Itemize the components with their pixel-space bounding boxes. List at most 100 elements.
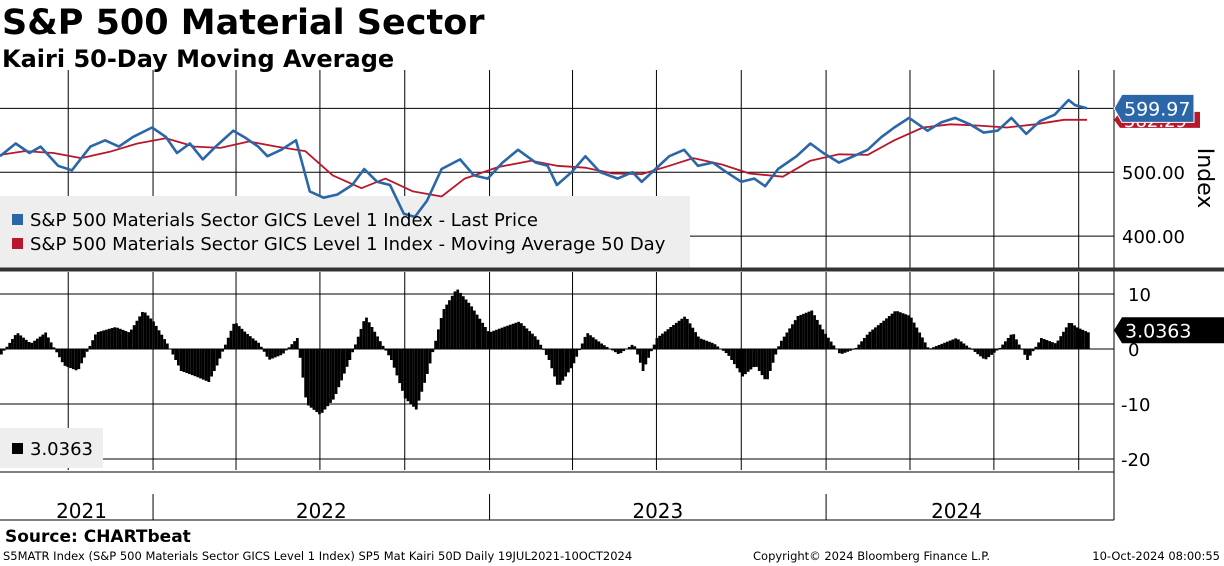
kairi-bar [907, 315, 910, 349]
kairi-bar [215, 349, 219, 366]
kairi-bar [827, 337, 830, 349]
kairi-bar [813, 315, 816, 349]
x-year-label: 2022 [296, 499, 347, 523]
kairi-bar [152, 321, 155, 349]
kairi-bar [810, 310, 814, 349]
footer-timestamp: 10-Oct-2024 08:00:55 [1092, 549, 1220, 563]
kairi-bar [425, 349, 429, 374]
kairi-bar [226, 337, 230, 349]
kairi-bar [340, 349, 343, 381]
kairi-bar [575, 349, 579, 357]
kairi-bar [887, 316, 891, 349]
kairi-bar [685, 318, 689, 349]
kairi-bar [193, 349, 197, 377]
kairi-bar [970, 349, 974, 350]
kairi-bar [926, 347, 930, 349]
kairi-bar [1070, 323, 1074, 349]
kairi-bar [763, 349, 767, 380]
kairi-bar [27, 342, 31, 349]
x-year-label: 2024 [931, 499, 982, 523]
kairi-bar [1020, 349, 1024, 350]
kairi-bar [262, 349, 266, 352]
kairi-bar [699, 338, 703, 349]
kairi-bar [243, 331, 247, 349]
kairi-bar [329, 349, 332, 403]
x-year-label: 2023 [632, 499, 683, 523]
kairi-bar [495, 329, 498, 349]
legend-label: 3.0363 [30, 439, 93, 460]
kairi-bar [766, 349, 769, 380]
kairi-bar [508, 324, 512, 349]
kairi-bar [503, 326, 507, 349]
kairi-bar [35, 338, 39, 349]
kairi-bar [746, 349, 750, 372]
kairi-bar [824, 333, 828, 349]
kairi-bar [683, 316, 686, 349]
kairi-bar [224, 344, 227, 349]
kairi-bar [218, 349, 222, 359]
kairi-bar [672, 324, 675, 349]
kairi-bar [91, 340, 95, 349]
kairi-bar [890, 313, 894, 349]
kairi-bar [815, 319, 819, 349]
legend-backgrounds [0, 196, 690, 468]
kairi-bar [1028, 349, 1032, 356]
kairi-bar [240, 328, 244, 349]
kairi-bar [478, 318, 482, 349]
kairi-bar [124, 331, 128, 349]
kairi-bar [702, 339, 706, 349]
kairi-bar [874, 327, 877, 349]
kairi-bar [80, 349, 83, 364]
kairi-bar [453, 291, 457, 349]
kairi-bar [47, 337, 50, 349]
chart-subtitle: Kairi 50-Day Moving Average [2, 45, 395, 73]
kairi-bar [735, 349, 739, 369]
kairi-bar [395, 349, 399, 376]
kairi-bar [259, 346, 263, 349]
kairi-bar [796, 316, 800, 349]
kairi-bar [309, 349, 313, 408]
kairi-bar [885, 318, 888, 349]
kairi-last-value-box [1114, 317, 1224, 344]
kairi-bar [1006, 338, 1010, 349]
kairi-bar [19, 335, 23, 349]
x-year-label: 2021 [56, 499, 107, 523]
kairi-bar [871, 329, 875, 349]
kairi-bar [174, 349, 178, 360]
kairi-bar [63, 349, 67, 366]
kairi-bar [791, 324, 794, 349]
kairi-bar [752, 349, 756, 368]
kairi-bar [840, 349, 844, 354]
kairi-bar [378, 341, 382, 349]
kairi-bar [237, 326, 241, 349]
kairi-bar [315, 349, 319, 413]
kairi-bar [1004, 341, 1007, 349]
kairi-bar [865, 334, 869, 349]
kairi-bar [96, 331, 100, 349]
kairi-bar [273, 349, 277, 358]
kairi-bar [721, 349, 725, 351]
kairi-bar [636, 349, 639, 355]
kairi-bar [403, 349, 407, 399]
kairi-bar [171, 349, 175, 355]
kairi-bar [782, 336, 786, 349]
kairi-bar [107, 328, 111, 349]
kairi-bar [105, 329, 108, 349]
kairi-bar [41, 334, 45, 349]
kairi-bar [293, 341, 296, 349]
kairi-bar [367, 322, 371, 349]
kairi-bar [207, 349, 211, 382]
kairi-bar [896, 311, 899, 349]
kairi-bar [257, 342, 260, 349]
kairi-bar [370, 327, 374, 349]
y-tick-label: 10 [1128, 285, 1151, 306]
kairi-bar [934, 346, 938, 349]
kairi-bar [212, 349, 216, 371]
kairi-bar [506, 325, 509, 349]
kairi-bar [428, 349, 432, 364]
kairi-bar [829, 341, 833, 349]
kairi-bar [221, 349, 225, 352]
kairi-bar [279, 349, 283, 356]
kairi-bar [417, 349, 421, 401]
kairi-bar [854, 347, 858, 349]
